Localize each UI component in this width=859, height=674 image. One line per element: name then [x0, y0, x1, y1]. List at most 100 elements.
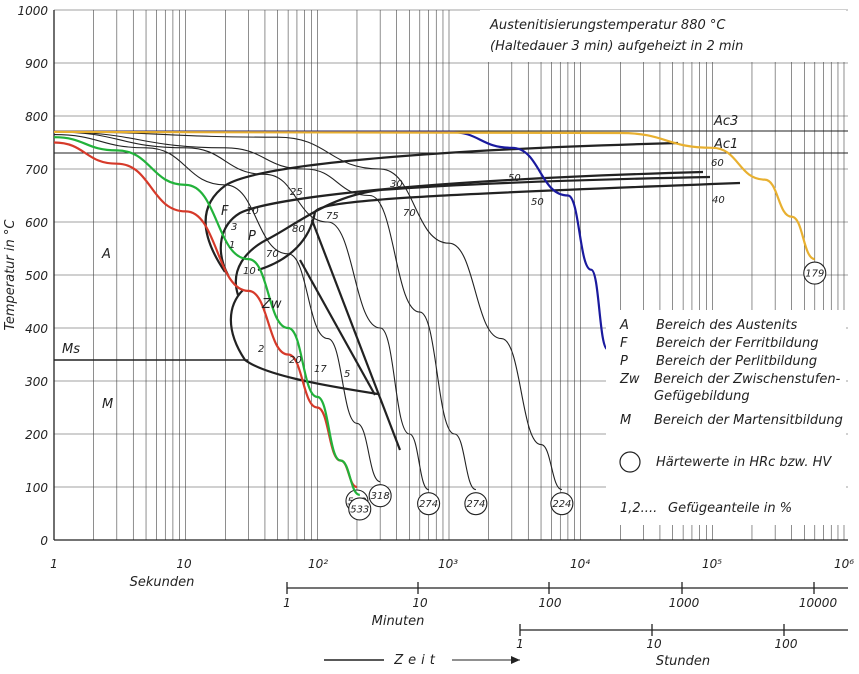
cooling-curve-4 — [53, 131, 429, 491]
pearlite-finish-line — [234, 175, 711, 296]
hours-tick-label: 100 — [775, 637, 798, 651]
legend-text: Bereich der Zwischenstufen-Gefügebildung — [654, 372, 841, 404]
x-tick-label: 10 — [176, 557, 192, 571]
legend-key: M — [620, 413, 631, 428]
hardness-circle — [368, 484, 392, 508]
hardness-value: 224 — [552, 499, 571, 510]
cooling-curve-6 — [53, 131, 563, 491]
fraction-label: 10 — [246, 206, 259, 217]
y-tick-label: 800 — [25, 110, 48, 124]
hardness-value: 179 — [805, 269, 824, 280]
cooling-curve-5 — [53, 131, 477, 491]
minutes-tick-label: 10000 — [799, 596, 838, 610]
legend-key: P — [620, 354, 628, 369]
hardness-value: 274 — [466, 499, 485, 510]
hours-axis: 1 10 100 Stunden — [516, 624, 848, 669]
legend-key: A — [619, 318, 629, 333]
hardness-circle — [550, 492, 574, 516]
cooling-curves: 548533318274274224210179 — [53, 130, 827, 521]
minutes-tick-label: 100 — [539, 596, 562, 610]
region-labels: A F P Zw M — [101, 204, 282, 412]
legend-text: Bereich des Austenits — [656, 318, 797, 333]
pearlite-nose-line — [257, 181, 741, 272]
x-tick-label: 10⁵ — [702, 557, 722, 571]
region-label-pearlite: P — [248, 229, 256, 244]
y-tick-label: 1000 — [17, 4, 48, 18]
fraction-label: 5 — [344, 369, 350, 380]
x-axis-label: Sekunden — [130, 575, 195, 590]
fraction-label: 40 — [712, 195, 725, 206]
hardness-circle — [464, 492, 488, 516]
fraction-label: 2 — [258, 344, 264, 355]
y-tick-label: 200 — [25, 428, 48, 442]
minutes-axis: 1 10 100 1000 10000 Minuten — [283, 582, 848, 629]
minutes-tick-label: 10 — [412, 596, 428, 610]
fraction-label: 70 — [403, 208, 416, 219]
fraction-label: 60 — [711, 158, 724, 169]
chart-title-line-2: (Haltedauer 3 min) aufgeheizt in 2 min — [490, 39, 743, 54]
legend-key: F — [620, 336, 628, 351]
x-tick-label: 10⁴ — [570, 557, 590, 571]
legend-text: Härtewerte in HRc bzw. HV — [656, 455, 832, 470]
fraction-label: 1 — [229, 240, 235, 251]
legend-text: Bereich der Martensitbildung — [654, 413, 843, 428]
fraction-label: 50 — [508, 173, 521, 184]
ferrite-to-pearlite-line — [219, 170, 704, 276]
y-tick-label: 400 — [25, 322, 48, 336]
fraction-label: 50 — [531, 197, 544, 208]
y-tick-labels: 0 100 200 300 400 500 600 700 800 900 10… — [17, 4, 48, 548]
x-tick-label: 1 — [50, 557, 58, 571]
y-tick-label: 900 — [25, 57, 48, 71]
hardness-circle — [417, 492, 441, 516]
y-axis-label: Temperatur in °C — [3, 219, 18, 331]
fraction-label: 70 — [266, 249, 279, 260]
minutes-axis-label: Minuten — [372, 614, 425, 629]
cooling-curve-2 — [53, 136, 361, 496]
bainite-boundary-upper — [229, 289, 379, 396]
chart-title-line-1: Austenitisierungstemperatur 880 °C — [489, 18, 726, 33]
phase-fraction-labels: 1 3 10 25 30 10 70 80 75 70 50 50 60 40 … — [229, 158, 725, 380]
hours-tick-label: 10 — [646, 637, 662, 651]
y-tick-label: 700 — [25, 163, 48, 177]
minutes-tick-label: 1000 — [669, 596, 700, 610]
hardness-value: 318 — [371, 491, 390, 502]
fraction-label: 25 — [290, 187, 303, 198]
ac3-label: Ac3 — [713, 114, 738, 129]
fraction-label: 30 — [390, 179, 403, 190]
hours-axis-label: Stunden — [656, 654, 710, 669]
region-label-bainite: Zw — [261, 297, 282, 312]
bainite-finish-line — [310, 219, 402, 451]
region-label-martensite: M — [102, 397, 113, 412]
y-tick-label: 500 — [25, 269, 48, 283]
ac1-label: Ac1 — [713, 137, 738, 152]
x-tick-label: 10⁶ — [834, 557, 854, 571]
y-tick-label: 0 — [40, 534, 48, 548]
ms-label: Ms — [62, 342, 80, 357]
minutes-tick-label: 1 — [283, 596, 291, 610]
hardness-value: 274 — [419, 499, 438, 510]
time-arrow: Zeit — [324, 653, 520, 668]
hardness-value: 533 — [350, 504, 369, 515]
cooling-curve-8 — [53, 130, 816, 261]
legend-hardness-circle — [619, 451, 641, 473]
x-tick-label: 10² — [308, 557, 328, 571]
x-tick-label: 10³ — [438, 557, 458, 571]
hardness-circle — [348, 497, 372, 521]
hours-tick-label: 1 — [516, 637, 524, 651]
title-box — [480, 10, 846, 62]
legend: A Bereich des Austenits F Bereich der Fe… — [606, 310, 846, 525]
cooling-curve-3 — [53, 134, 381, 483]
region-label-austenite: A — [101, 247, 111, 262]
bainite-boundary-lower — [299, 259, 376, 396]
fraction-label: 17 — [314, 364, 327, 375]
legend-key: 1,2.... — [620, 501, 657, 516]
fraction-label: 80 — [292, 224, 305, 235]
legend-text: Gefügeanteile in % — [668, 501, 792, 516]
y-tick-label: 300 — [25, 375, 48, 389]
y-tick-label: 600 — [25, 216, 48, 230]
fraction-label: 20 — [289, 355, 302, 366]
time-arrow-label: Zeit — [393, 653, 440, 668]
legend-text: Bereich der Perlitbildung — [656, 354, 817, 369]
fraction-label: 10 — [243, 266, 256, 277]
